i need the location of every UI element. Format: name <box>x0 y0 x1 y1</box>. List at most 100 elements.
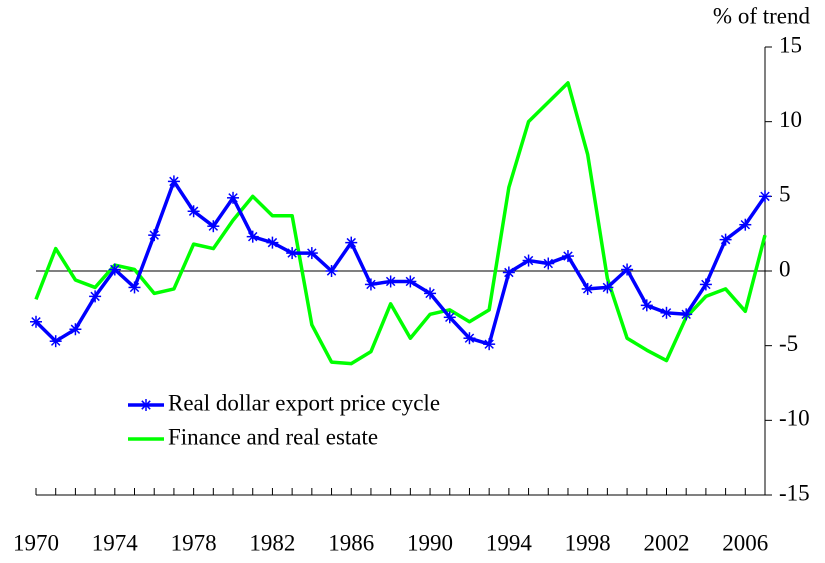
marker-stroke <box>90 291 100 302</box>
point-marker <box>345 236 358 249</box>
point-marker <box>443 311 456 324</box>
point-marker <box>384 275 397 288</box>
marker-stroke <box>720 234 731 245</box>
marker-stroke <box>543 258 554 269</box>
point-marker <box>404 275 417 288</box>
point-marker <box>286 247 299 260</box>
x-tick-label: 1978 <box>171 530 217 555</box>
point-marker <box>660 306 673 319</box>
marker-stroke <box>129 282 140 293</box>
legend-marker <box>140 399 152 411</box>
marker-stroke <box>346 237 356 248</box>
marker-stroke <box>228 193 238 203</box>
y-tick-label: -5 <box>779 331 798 356</box>
marker-stroke <box>405 276 416 287</box>
point-marker <box>542 257 555 270</box>
marker-stroke <box>50 336 61 346</box>
x-tick-label: 1982 <box>249 530 295 555</box>
y-tick-label: -10 <box>779 406 810 431</box>
marker-stroke <box>287 248 297 258</box>
marker-stroke <box>366 279 376 290</box>
marker-stroke <box>563 251 573 261</box>
point-marker <box>601 281 614 294</box>
series-line <box>34 81 767 366</box>
marker-stroke <box>504 267 514 278</box>
y-tick-label: -15 <box>779 480 810 505</box>
point-marker <box>128 281 141 294</box>
point-marker <box>148 229 161 242</box>
marker-stroke <box>681 309 691 320</box>
y-tick-label: 15 <box>779 32 802 57</box>
point-marker <box>483 338 496 351</box>
x-tick-label: 1974 <box>92 530 139 555</box>
point-marker <box>305 247 318 260</box>
marker-stroke <box>247 231 258 242</box>
point-marker <box>325 265 338 277</box>
point-marker <box>424 287 437 300</box>
point-marker <box>108 263 121 276</box>
point-marker <box>699 278 712 291</box>
point-marker <box>187 205 200 218</box>
point-marker <box>364 278 377 291</box>
y-tick-label: 5 <box>779 182 791 207</box>
point-marker <box>69 323 82 336</box>
marker-stroke <box>70 324 81 334</box>
point-marker <box>759 190 771 203</box>
marker-stroke <box>760 191 770 202</box>
marker-stroke <box>110 264 120 275</box>
point-marker <box>207 220 220 233</box>
x-tick-label: 1998 <box>565 530 611 555</box>
marker-stroke <box>149 230 159 240</box>
point-marker <box>246 230 259 243</box>
marker-stroke <box>464 333 475 343</box>
x-tick-label: 1986 <box>328 530 374 555</box>
marker-stroke <box>169 176 179 187</box>
marker-stroke <box>188 206 199 216</box>
point-marker <box>561 250 574 263</box>
marker-stroke <box>642 300 652 311</box>
point-marker <box>30 315 42 328</box>
marker-stroke <box>582 284 593 294</box>
marker-stroke <box>385 276 396 287</box>
x-tick-label: 2002 <box>643 530 689 555</box>
point-marker <box>227 191 240 204</box>
y-tick-label: 10 <box>779 107 802 132</box>
marker-stroke <box>484 339 494 349</box>
x-tick-label: 1994 <box>486 530 533 555</box>
legend-label: Real dollar export price cycle <box>168 390 440 415</box>
marker-stroke <box>326 266 337 276</box>
point-marker <box>89 290 102 303</box>
point-marker <box>49 335 62 348</box>
legend-label: Finance and real estate <box>168 424 378 449</box>
marker-stroke <box>141 400 151 410</box>
marker-stroke <box>445 312 455 323</box>
marker-stroke <box>307 248 317 258</box>
y-tick-label: 0 <box>779 256 791 281</box>
series-line <box>34 179 767 346</box>
point-marker <box>522 254 535 267</box>
marker-stroke <box>701 279 711 290</box>
point-marker <box>719 233 732 246</box>
point-marker <box>581 282 594 295</box>
point-marker <box>621 263 634 276</box>
point-marker <box>640 299 653 312</box>
x-tick-label: 1990 <box>407 530 453 555</box>
marker-stroke <box>602 282 613 293</box>
marker-stroke <box>267 237 278 248</box>
marker-stroke <box>31 317 41 327</box>
point-marker <box>680 308 693 321</box>
point-marker <box>739 218 752 231</box>
point-marker <box>167 175 180 188</box>
point-marker <box>463 332 476 345</box>
marker-stroke <box>740 219 751 230</box>
x-tick-label: 2006 <box>722 530 768 555</box>
point-marker <box>266 236 279 249</box>
marker-stroke <box>208 221 219 231</box>
marker-stroke <box>661 308 672 318</box>
x-tick-label: 1970 <box>13 530 59 555</box>
marker-stroke <box>622 264 632 275</box>
y-axis-label: % of trend <box>713 3 811 28</box>
marker-stroke <box>425 288 435 299</box>
marker-stroke <box>523 255 534 266</box>
